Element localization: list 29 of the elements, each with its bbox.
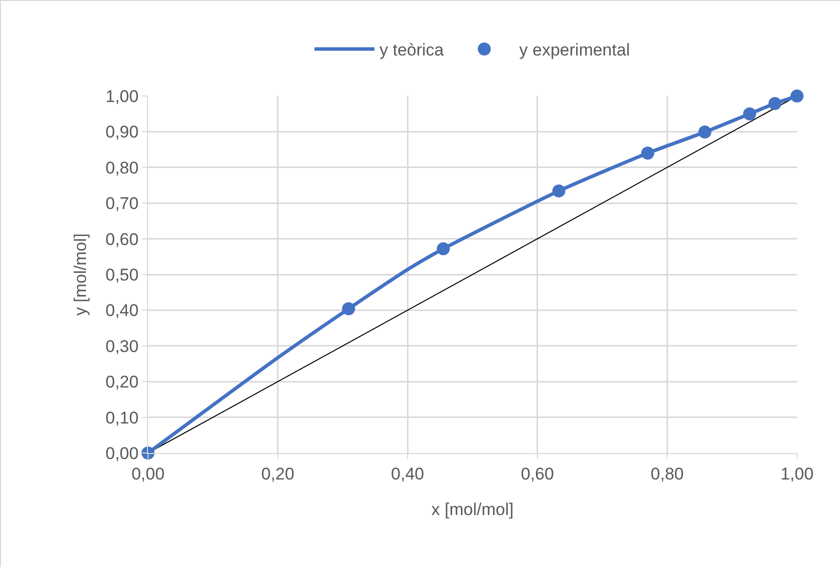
y-tick-label: 0,10 xyxy=(106,408,139,428)
point xyxy=(698,126,712,139)
y-tick-label: 0,30 xyxy=(106,336,139,356)
x-tick-label: 0,60 xyxy=(520,464,554,484)
legend-label: y experimental xyxy=(519,40,630,60)
point xyxy=(552,184,566,198)
y-tick-label: 0,70 xyxy=(106,194,139,214)
x-tick-label: 0,80 xyxy=(650,464,684,484)
y-tick-label: 0,60 xyxy=(106,230,139,249)
x-axis-title: x [mol/mol] xyxy=(431,500,514,519)
point xyxy=(768,97,782,110)
y-tick-label: 0,00 xyxy=(106,444,139,463)
point xyxy=(641,146,654,160)
point xyxy=(790,90,804,102)
y-tick-label: 0,40 xyxy=(106,301,139,320)
x-tick-label: 0,40 xyxy=(391,464,424,484)
y-tick-label: 1,00 xyxy=(106,86,139,106)
point xyxy=(342,302,356,316)
x-tick-label: 0,00 xyxy=(131,464,165,484)
x-tick-label: 1,00 xyxy=(780,464,814,484)
y-tick-label: 0,90 xyxy=(106,122,139,142)
x-tick-label: 0,20 xyxy=(261,464,294,484)
point xyxy=(743,107,756,120)
y-tick-label: 0,50 xyxy=(106,265,139,284)
y-tick-label: 0,80 xyxy=(106,158,139,178)
y-tick-label: 0,20 xyxy=(106,372,139,392)
legend-label: y teòrica xyxy=(380,40,444,60)
point xyxy=(436,242,450,256)
y-axis-title: y [mol/mol] xyxy=(71,233,90,316)
